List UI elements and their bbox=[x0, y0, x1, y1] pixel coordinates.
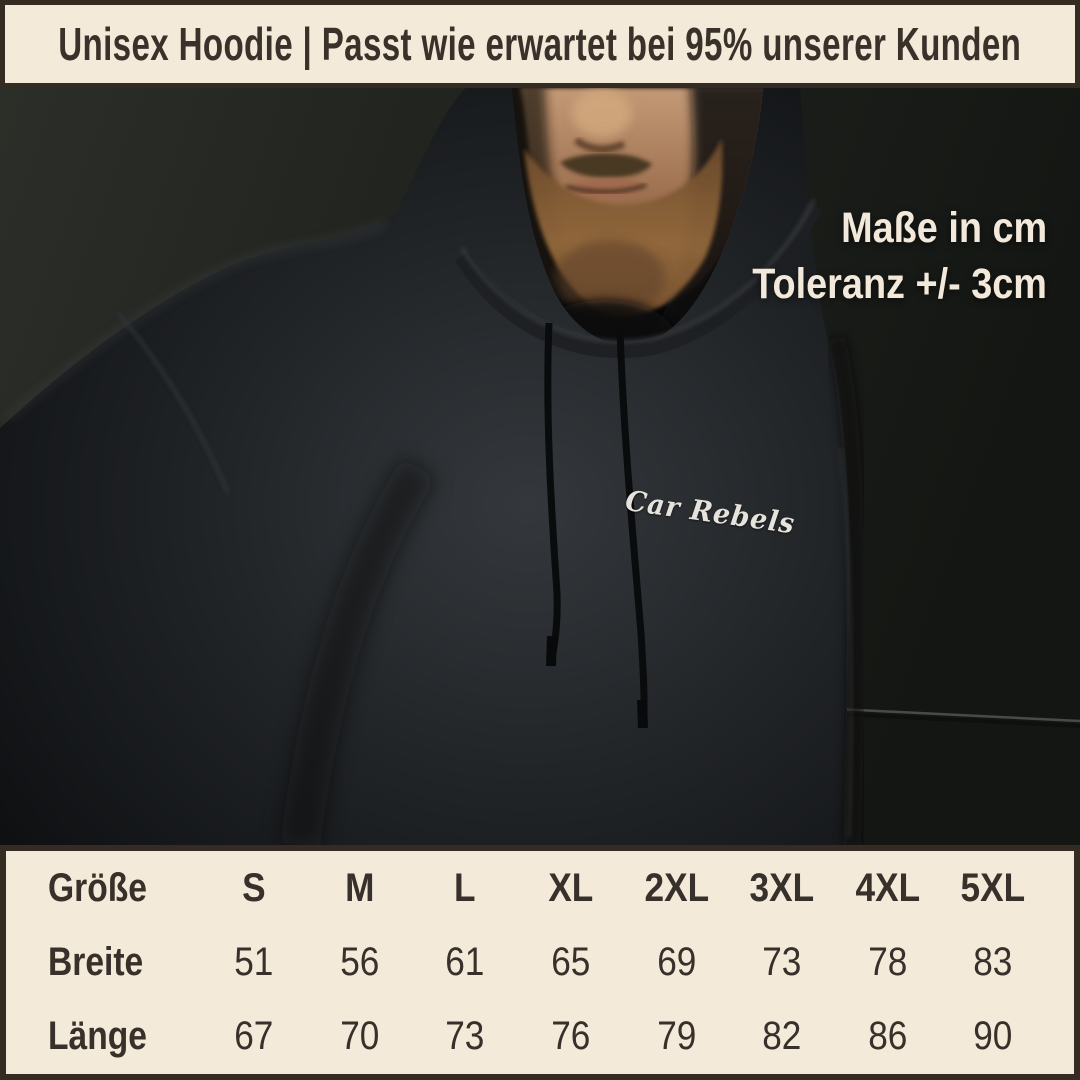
width-value: 83 bbox=[973, 939, 1013, 984]
width-value: 69 bbox=[656, 939, 696, 984]
measure-note-line2: Toleranz +/- 3cm bbox=[752, 260, 1047, 308]
width-row-label: Breite bbox=[48, 939, 144, 984]
size-col-5xl: 5XL bbox=[960, 865, 1026, 910]
length-row: Länge 67 70 73 76 79 82 86 90 bbox=[6, 1000, 1046, 1074]
size-header-row: Größe S M L XL 2XL 3XL 4XL 5XL bbox=[6, 851, 1046, 925]
length-row-label: Länge bbox=[48, 1014, 147, 1059]
length-value: 70 bbox=[339, 1014, 380, 1059]
size-col-3xl: 3XL bbox=[749, 865, 815, 910]
lips bbox=[568, 178, 644, 199]
length-value: 90 bbox=[973, 1014, 1013, 1059]
banner-title: Unisex Hoodie | Passt wie erwartet bei 9… bbox=[58, 18, 1022, 70]
top-banner: Unisex Hoodie | Passt wie erwartet bei 9… bbox=[0, 0, 1080, 88]
size-col-l: L bbox=[454, 865, 476, 910]
size-col-m: M bbox=[344, 865, 375, 910]
width-value: 78 bbox=[867, 939, 908, 984]
width-value: 51 bbox=[234, 939, 274, 984]
length-value: 86 bbox=[867, 1014, 908, 1059]
hoodie-figure bbox=[0, 88, 865, 845]
product-photo: Maße in cm Toleranz +/- 3cm Car Rebels bbox=[0, 88, 1080, 845]
measure-note-line1: Maße in cm bbox=[840, 204, 1047, 252]
nose bbox=[572, 89, 632, 137]
length-value: 79 bbox=[656, 1014, 696, 1059]
length-value: 67 bbox=[234, 1014, 274, 1059]
width-value: 61 bbox=[445, 939, 485, 984]
length-value: 82 bbox=[762, 1014, 802, 1059]
hoodie-illustration bbox=[0, 88, 1080, 845]
length-value: 73 bbox=[445, 1014, 485, 1059]
size-chart-panel: Größe S M L XL 2XL 3XL 4XL 5XL Breite 51… bbox=[0, 845, 1080, 1080]
size-col-2xl: 2XL bbox=[644, 865, 709, 910]
hood-hem bbox=[454, 199, 822, 359]
mustache bbox=[560, 153, 652, 179]
size-header-label: Größe bbox=[48, 865, 147, 910]
size-col-xl: XL bbox=[548, 865, 594, 910]
size-col-s: S bbox=[242, 865, 266, 910]
width-value: 73 bbox=[762, 939, 802, 984]
width-value: 56 bbox=[339, 939, 380, 984]
width-value: 65 bbox=[551, 939, 591, 984]
length-value: 76 bbox=[551, 1014, 591, 1059]
size-col-4xl: 4XL bbox=[855, 865, 920, 910]
drawstrings bbox=[544, 322, 648, 729]
face bbox=[512, 88, 763, 345]
shoulder-seam bbox=[116, 311, 230, 494]
width-row: Breite 51 56 61 65 69 73 78 83 bbox=[6, 925, 1046, 999]
